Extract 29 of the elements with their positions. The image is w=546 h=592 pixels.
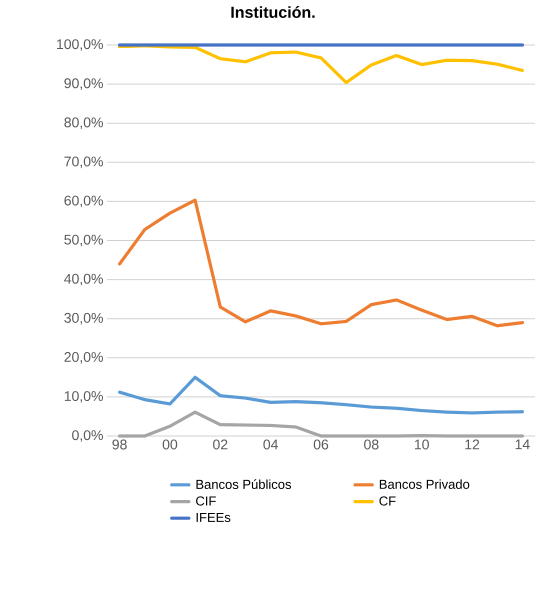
- legend-label: CF: [379, 496, 396, 506]
- legend-label: Bancos Privado: [380, 479, 470, 489]
- y-tick-label: 60,0%: [64, 196, 103, 208]
- y-tick-label: 90,0%: [64, 78, 103, 90]
- y-tick-label: 50,0%: [64, 234, 103, 246]
- legend-label: CIF: [196, 496, 216, 506]
- y-tick-label: 10,0%: [64, 391, 103, 403]
- x-tick-label: 08: [364, 440, 379, 450]
- y-tick-label: 80,0%: [64, 117, 103, 129]
- y-tick-label: 40,0%: [64, 274, 103, 286]
- x-tick-label: 04: [263, 440, 278, 450]
- line-series: [118, 44, 524, 84]
- legend-label: Bancos Públicos: [196, 479, 292, 489]
- legend-label: IFEEs: [196, 512, 230, 522]
- x-tick-label: 00: [162, 440, 178, 450]
- y-tick-label: 100,0%: [57, 39, 103, 51]
- chart-title: Institución.: [231, 6, 315, 18]
- x-tick-label: 06: [314, 440, 328, 450]
- y-tick-label: 0,0%: [72, 430, 103, 442]
- line-series: [118, 376, 524, 415]
- line-series: [118, 198, 524, 328]
- y-tick-label: 20,0%: [64, 352, 103, 364]
- x-tick-label: 12: [465, 440, 480, 450]
- y-tick-label: 30,0%: [64, 312, 103, 324]
- x-tick-label: 10: [414, 440, 429, 450]
- x-tick-label: 98: [112, 440, 127, 450]
- x-tick-label: 14: [516, 440, 530, 450]
- x-tick-label: 02: [213, 440, 228, 450]
- y-tick-label: 70,0%: [64, 156, 103, 168]
